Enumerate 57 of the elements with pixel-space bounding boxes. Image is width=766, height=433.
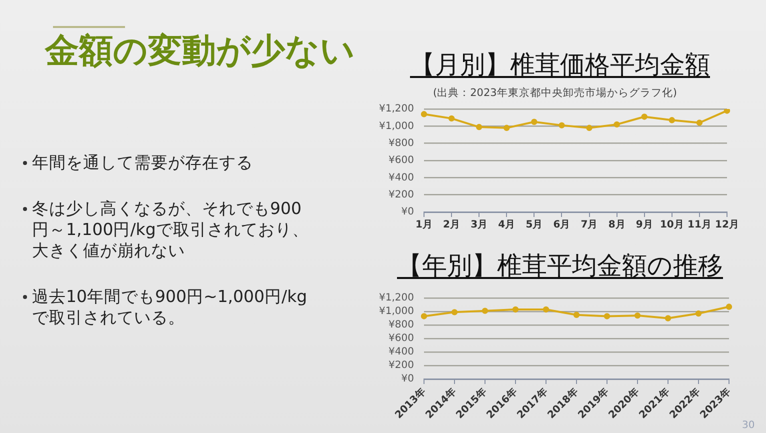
x-tick-label: 4月 <box>498 220 516 231</box>
point <box>695 310 702 317</box>
text: (出典：2023年東京都中央卸売市場からグラフ化) <box>433 86 677 100</box>
text: 過去10年間でも900円~1,000円/kgで取引されている。 <box>32 286 310 328</box>
point <box>641 114 648 120</box>
y-tick-label: ¥1,200 <box>379 292 414 304</box>
y-tick-label: ¥200 <box>388 189 414 200</box>
text: 金額の変動が少ない <box>45 31 355 71</box>
y-tick-label: ¥1,000 <box>379 120 414 132</box>
text: 冬は少し高くなるが、それでも900円～1,100円/kgで取引されており、大きく値が崩れない <box>32 198 310 261</box>
point <box>420 313 428 320</box>
point <box>448 115 455 122</box>
y-tick-label: ¥600 <box>388 333 414 344</box>
y-tick-label: ¥0 <box>401 206 414 218</box>
point <box>482 308 488 314</box>
x-tick-label: 11月 <box>687 220 712 231</box>
x-tick-label: 1月 <box>416 220 432 231</box>
y-tick-label: ¥200 <box>388 360 414 372</box>
point <box>668 117 676 124</box>
x-tick-label: 9月 <box>636 220 653 231</box>
y-tick-label: ¥400 <box>388 346 414 358</box>
point <box>542 306 550 313</box>
point <box>420 111 428 118</box>
x-tick-label: 10月 <box>660 220 684 231</box>
point <box>512 306 519 313</box>
y-tick-label: ¥800 <box>388 138 414 149</box>
chart-title: 【月別】椎茸価格平均金額 <box>410 50 710 79</box>
y-tick-label: ¥400 <box>388 172 414 184</box>
y-tick-label: ¥600 <box>388 155 414 166</box>
point <box>696 120 703 126</box>
x-tick-label: 12月 <box>715 220 739 231</box>
chart-title: 【年別】椎茸平均金額の推移 <box>397 251 723 280</box>
y-tick-label: ¥0 <box>401 374 414 385</box>
point <box>504 124 510 131</box>
point <box>558 122 565 128</box>
point <box>573 312 580 318</box>
point <box>664 315 672 322</box>
point <box>531 118 538 125</box>
y-tick-label: ¥1,200 <box>379 104 414 115</box>
y-tick-label: ¥800 <box>388 320 414 331</box>
point <box>614 121 620 128</box>
x-tick-label: 6月 <box>553 220 570 231</box>
x-tick-label: 5月 <box>526 220 543 231</box>
x-tick-label: 7月 <box>580 220 598 231</box>
point <box>586 124 592 131</box>
x-tick-label: 2月 <box>443 220 460 231</box>
point <box>724 109 730 114</box>
point <box>476 124 482 130</box>
point <box>726 304 732 310</box>
text: 年間を通して需要が存在する <box>32 152 310 173</box>
x-tick-label: 8月 <box>608 220 626 231</box>
point <box>634 312 641 319</box>
point <box>451 309 458 316</box>
text: 30 <box>742 420 755 431</box>
point <box>604 313 610 320</box>
x-tick-label: 3月 <box>470 220 488 231</box>
y-tick-label: ¥1,000 <box>379 306 414 318</box>
